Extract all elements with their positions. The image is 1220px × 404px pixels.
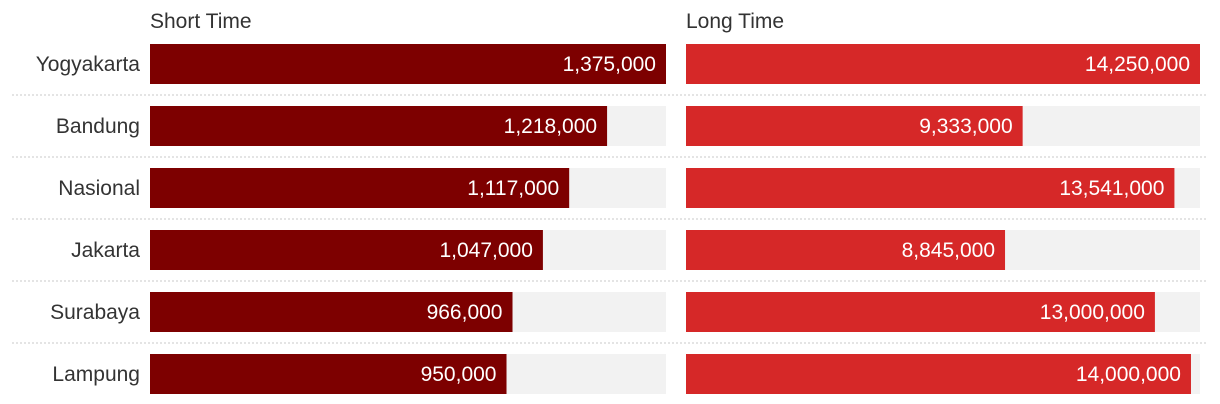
value-label-short-time-nasional: 1,117,000 — [467, 177, 559, 200]
value-label-short-time-bandung: 1,218,000 — [504, 115, 597, 138]
value-label-short-time-lampung: 950,000 — [421, 363, 497, 386]
bar-long-time-yogyakarta — [686, 44, 1200, 84]
category-label-lampung: Lampung — [52, 363, 140, 386]
value-label-short-time-surabaya: 966,000 — [427, 301, 503, 324]
bar-short-time-nasional — [150, 168, 570, 208]
category-label-yogyakarta: Yogyakarta — [36, 53, 141, 76]
bar-short-time-lampung — [150, 354, 507, 394]
category-label-nasional: Nasional — [58, 177, 140, 200]
panel-title-long-time: Long Time — [686, 10, 784, 33]
category-label-jakarta: Jakarta — [71, 239, 140, 262]
value-label-long-time-lampung: 14,000,000 — [1076, 363, 1181, 386]
bar-long-time-bandung — [686, 106, 1023, 146]
value-label-long-time-yogyakarta: 14,250,000 — [1085, 53, 1190, 76]
category-label-surabaya: Surabaya — [50, 301, 140, 324]
panel-titles: Short Time Long Time — [150, 10, 784, 33]
bar-long-time-surabaya — [686, 292, 1155, 332]
value-label-long-time-nasional: 13,541,000 — [1059, 177, 1164, 200]
chart-rows: Yogyakarta 1,375,000 14,250,000 Bandung 1,21… — [12, 44, 1208, 394]
bar-short-time-jakarta — [150, 230, 543, 270]
category-label-bandung: Bandung — [56, 115, 140, 138]
value-label-long-time-bandung: 9,333,000 — [919, 115, 1012, 138]
bar-short-time-yogyakarta — [150, 44, 666, 84]
value-label-long-time-jakarta: 8,845,000 — [902, 239, 995, 262]
value-label-short-time-yogyakarta: 1,375,000 — [563, 53, 656, 76]
value-label-short-time-jakarta: 1,047,000 — [439, 239, 532, 262]
bar-long-time-nasional — [686, 168, 1175, 208]
bar-long-time-jakarta — [686, 230, 1006, 270]
value-label-long-time-surabaya: 13,000,000 — [1040, 301, 1145, 324]
bar-short-time-bandung — [150, 106, 608, 146]
bar-long-time-lampung — [686, 354, 1191, 394]
panel-title-short-time: Short Time — [150, 10, 252, 33]
bar-short-time-surabaya — [150, 292, 513, 332]
